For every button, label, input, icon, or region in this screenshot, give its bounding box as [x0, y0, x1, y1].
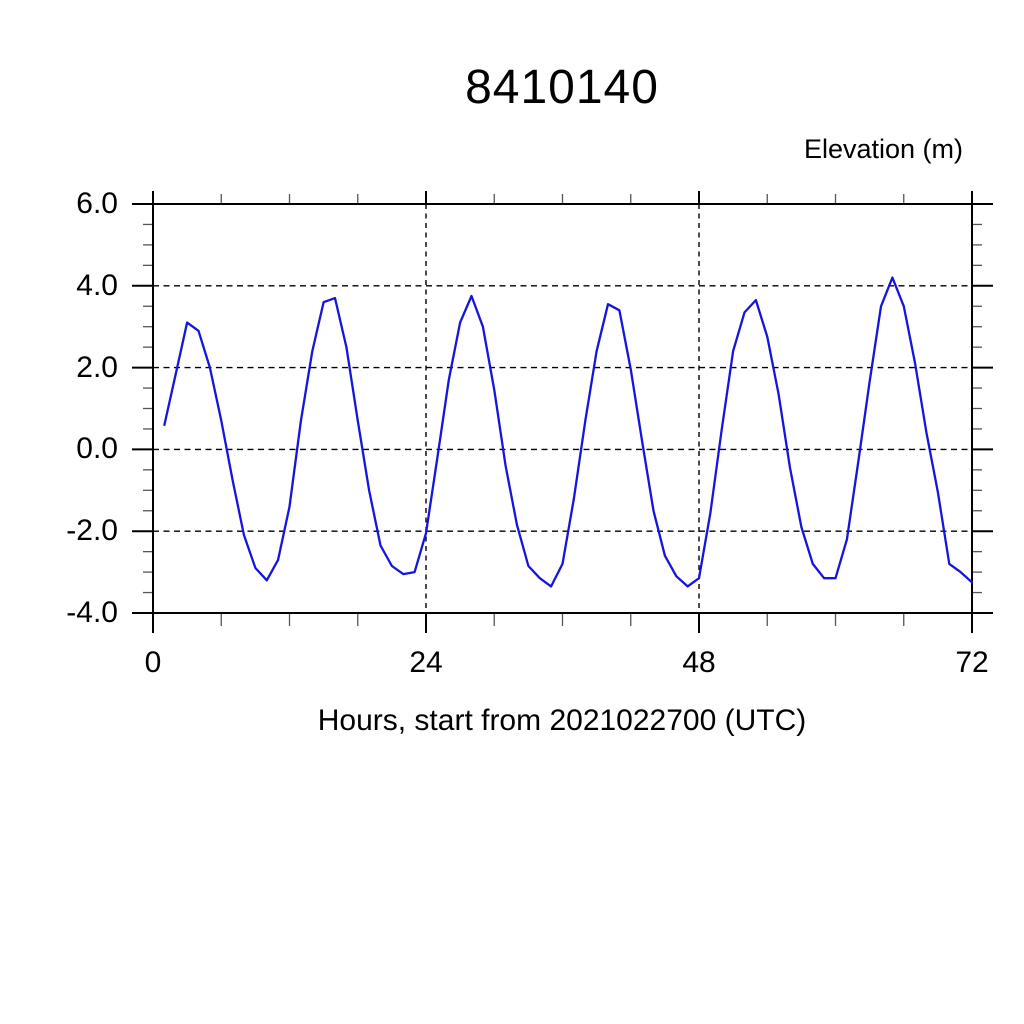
x-tick-label: 0: [144, 646, 162, 679]
x-axis-title: Hours, start from 2021022700 (UTC): [317, 704, 807, 737]
y-tick-label: 4.0: [76, 268, 118, 302]
chart-title: 8410140: [465, 61, 659, 114]
y-tick-label: -2.0: [66, 514, 118, 548]
plot-border: [152, 203, 973, 614]
elevation-line: [163, 276, 974, 588]
x-tick-label: 72: [955, 646, 989, 679]
y-tick-label: 2.0: [76, 350, 118, 384]
y-tick-label: 0.0: [76, 432, 118, 466]
x-tick-label: 24: [409, 646, 443, 679]
y-tick-label: -4.0: [66, 596, 118, 629]
y-axis-title: Elevation (m): [803, 134, 963, 164]
y-tick-label: 6.0: [76, 187, 118, 220]
x-tick-label: 48: [682, 646, 716, 679]
